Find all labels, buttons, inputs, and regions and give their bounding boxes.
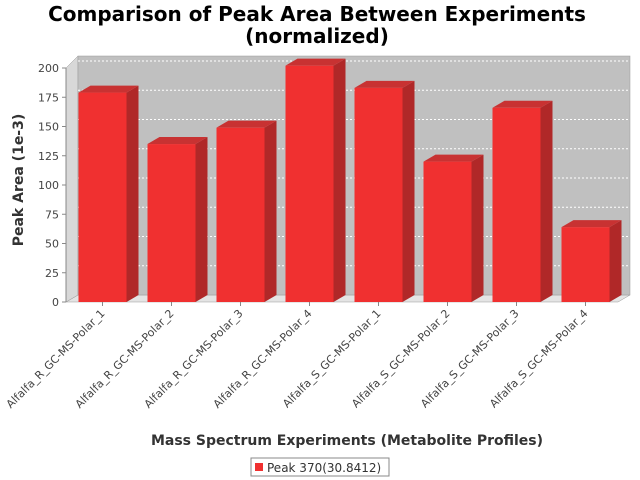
chart-title-line-2: (normalized) (245, 24, 389, 48)
bar-top (561, 220, 622, 228)
bar (285, 58, 346, 302)
bar-side (471, 154, 484, 302)
plot-side-wall (65, 55, 79, 303)
x-axis-title: Mass Spectrum Experiments (Metabolite Pr… (151, 433, 543, 449)
bar (78, 85, 139, 302)
bar-side (609, 220, 622, 302)
bars (78, 58, 622, 302)
y-tick-label: 75 (45, 208, 59, 221)
bar-side (402, 80, 415, 302)
bar-top (285, 58, 346, 66)
bar-top (78, 85, 139, 93)
legend-box (250, 457, 390, 477)
y-tick-label: 125 (38, 150, 59, 163)
bar (354, 80, 415, 302)
legend-swatch (255, 463, 263, 471)
bar-top (423, 154, 484, 162)
y-tick-label: 25 (45, 267, 59, 280)
bar (216, 120, 277, 302)
y-axis-ticks: 0 25 50 75 100 125 150 175 200 (38, 62, 66, 309)
bar-top (492, 100, 553, 108)
y-tick-label: 50 (45, 238, 59, 251)
legend-label: Peak 370(30.8412) (267, 461, 381, 475)
x-axis-ticks: Alfalfa_R_GC-MS-Polar_1Alfalfa_R_GC-MS-P… (4, 302, 591, 411)
bar-side (264, 120, 277, 302)
chart-title-line-1: Comparison of Peak Area Between Experime… (48, 2, 586, 26)
bar-front (147, 144, 196, 302)
bar-top (354, 80, 415, 88)
bar-top (147, 137, 208, 145)
bar (492, 100, 553, 302)
legend: Peak 370(30.8412) (250, 457, 390, 477)
bar-front (423, 161, 472, 302)
y-tick-label: 200 (38, 62, 59, 75)
bar-front (492, 107, 541, 302)
y-tick-label: 0 (52, 296, 59, 309)
bar-front (354, 87, 403, 302)
y-tick-label: 175 (38, 91, 59, 104)
bar-side (333, 58, 346, 302)
bar-side (195, 137, 208, 302)
bar (423, 154, 484, 302)
y-tick-label: 100 (38, 179, 59, 192)
bar-side (540, 100, 553, 302)
bar (561, 220, 622, 302)
y-axis-title: Peak Area (1e-3) (11, 114, 27, 247)
y-tick-label: 150 (38, 121, 59, 134)
bar (147, 137, 208, 302)
bar-front (561, 227, 610, 302)
bar-top (216, 120, 277, 128)
bar-front (216, 127, 265, 302)
bar-front (78, 92, 127, 302)
bar-side (126, 85, 139, 302)
bar-front (285, 65, 334, 302)
